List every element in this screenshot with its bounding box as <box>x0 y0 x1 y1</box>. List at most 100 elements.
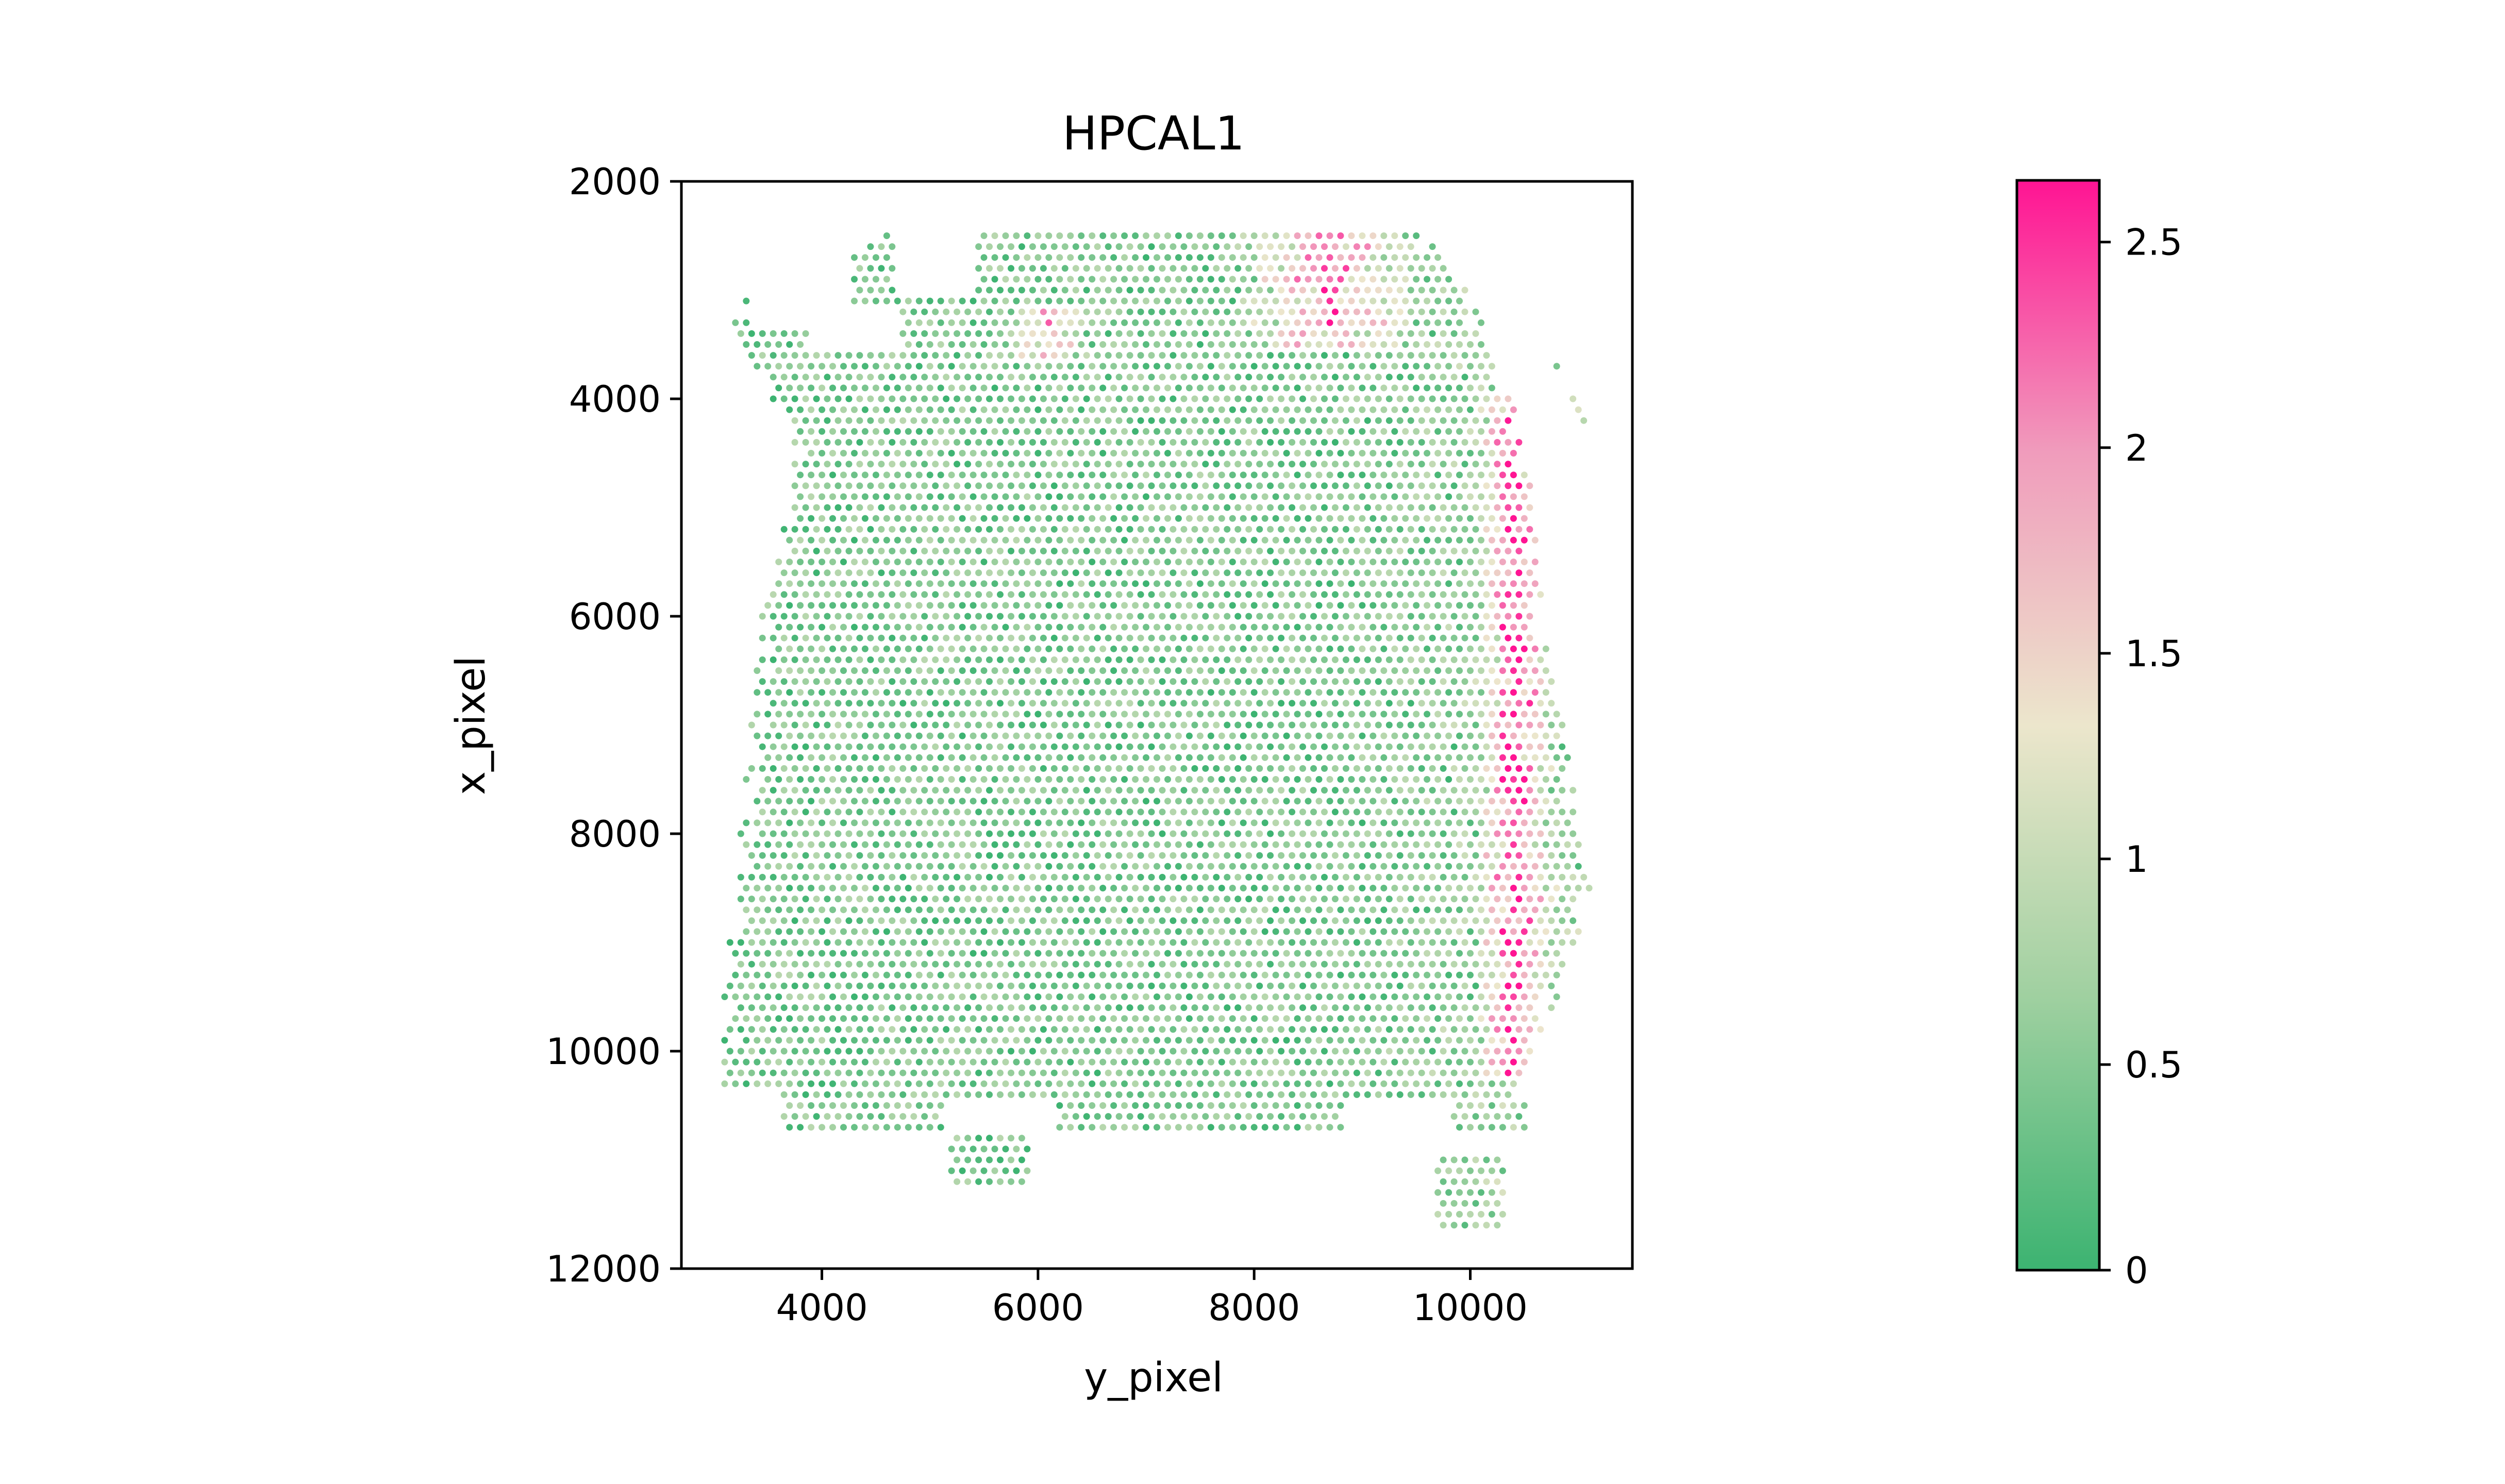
spot <box>851 297 858 305</box>
spot <box>1180 504 1188 511</box>
spot <box>780 352 788 359</box>
spot <box>1261 950 1268 957</box>
spot <box>1407 634 1414 642</box>
spot <box>1018 808 1025 816</box>
spot <box>1089 776 1096 783</box>
spot <box>1548 700 1555 707</box>
spot <box>1207 906 1214 914</box>
spot <box>1024 623 1031 631</box>
spot <box>775 559 782 565</box>
spot <box>1154 406 1160 413</box>
spot <box>1364 330 1371 337</box>
spot <box>986 330 993 337</box>
spot <box>1164 471 1171 479</box>
spot <box>1072 352 1079 359</box>
spot <box>808 384 815 392</box>
spot <box>1078 319 1085 326</box>
spot <box>1385 613 1393 620</box>
spot <box>1256 700 1263 707</box>
spot <box>1445 341 1452 348</box>
spot <box>1342 461 1349 468</box>
spot <box>1164 363 1171 370</box>
spot <box>1283 341 1290 348</box>
spot <box>754 950 761 957</box>
spot <box>1359 885 1366 891</box>
spot <box>1175 428 1182 435</box>
spot <box>1396 243 1404 250</box>
spot <box>997 787 1004 794</box>
spot <box>1245 656 1252 663</box>
spot <box>1094 352 1101 359</box>
spot <box>915 645 923 652</box>
spot <box>1380 623 1388 631</box>
spot <box>764 602 772 609</box>
spot <box>1078 754 1085 761</box>
spot <box>1132 559 1139 565</box>
spot <box>1380 559 1388 565</box>
spot <box>1461 547 1468 554</box>
spot <box>1483 787 1490 794</box>
spot <box>808 732 815 739</box>
spot <box>1229 711 1236 718</box>
spot <box>926 776 933 783</box>
spot <box>1310 982 1317 989</box>
spot <box>1224 830 1231 837</box>
spot <box>1105 634 1112 642</box>
spot <box>1024 341 1031 348</box>
spot <box>986 265 993 272</box>
spot <box>1213 330 1220 337</box>
spot <box>1034 689 1042 696</box>
spot <box>1353 721 1360 729</box>
spot <box>1034 863 1042 870</box>
spot <box>1299 308 1306 315</box>
spot <box>1370 689 1377 696</box>
spot <box>1089 384 1096 392</box>
spot <box>1337 754 1344 761</box>
spot <box>1126 939 1133 946</box>
spot <box>889 547 896 554</box>
spot <box>1240 428 1247 435</box>
spot <box>872 863 879 870</box>
spot <box>1154 254 1160 261</box>
spot <box>1353 569 1360 577</box>
spot <box>819 711 826 718</box>
spot <box>1024 384 1031 392</box>
spot <box>1013 536 1020 544</box>
spot <box>1499 493 1506 500</box>
spot <box>1380 232 1388 239</box>
spot <box>1510 906 1517 914</box>
spot <box>1056 515 1063 522</box>
spot <box>921 982 928 989</box>
spot <box>845 461 853 468</box>
spot <box>1056 232 1063 239</box>
spot <box>1299 656 1306 663</box>
spot <box>737 982 744 989</box>
spot <box>861 580 869 587</box>
spot <box>1018 830 1025 837</box>
spot <box>1229 993 1236 1000</box>
spot <box>829 798 836 805</box>
spot <box>856 787 863 794</box>
spot <box>1191 569 1198 577</box>
spot <box>1261 276 1268 283</box>
spot <box>1434 798 1442 805</box>
spot <box>845 700 853 707</box>
spot <box>1115 265 1123 272</box>
spot <box>1424 863 1431 870</box>
spot <box>1521 667 1528 674</box>
spot <box>991 559 998 565</box>
spot <box>1240 384 1247 392</box>
spot <box>1510 776 1517 783</box>
spot <box>1353 917 1360 924</box>
spot <box>1521 645 1528 652</box>
spot <box>883 863 890 870</box>
spot <box>1418 526 1425 533</box>
spot <box>1137 547 1144 554</box>
spot <box>1056 798 1063 805</box>
spot <box>1429 374 1436 381</box>
spot <box>932 439 939 446</box>
spot <box>1094 700 1101 707</box>
spot <box>856 286 863 294</box>
spot <box>1348 428 1355 435</box>
spot <box>1170 613 1177 620</box>
